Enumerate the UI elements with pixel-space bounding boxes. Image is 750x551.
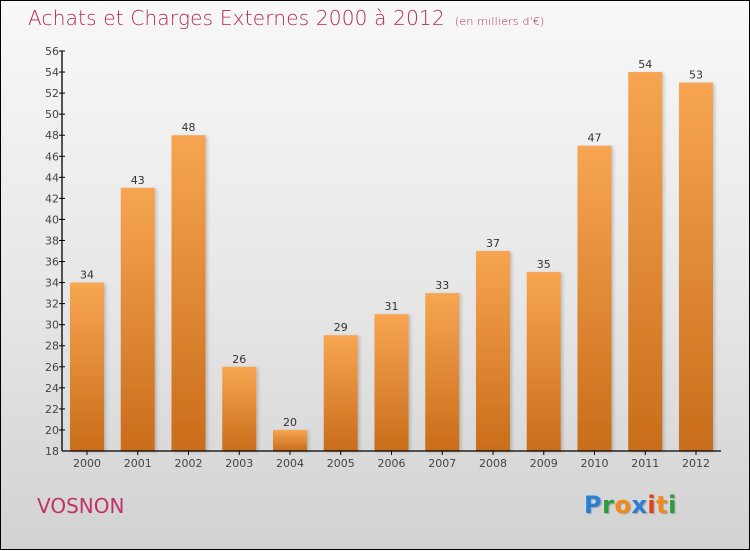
logo-letter: r <box>602 491 615 519</box>
x-tick-label-2009: 2009 <box>530 457 558 470</box>
y-tick-label: 36 <box>45 256 59 269</box>
y-tick-label: 22 <box>45 403 59 416</box>
y-tick-label: 18 <box>45 445 59 458</box>
y-tick-label: 32 <box>45 298 59 311</box>
data-label-2002: 48 <box>182 121 196 134</box>
y-tick-label: 44 <box>45 171 59 184</box>
y-tick-label: 52 <box>45 87 59 100</box>
data-label-2000: 34 <box>80 269 94 282</box>
logo-letter: P <box>584 491 603 519</box>
x-tick-label-2002: 2002 <box>175 457 203 470</box>
y-tick-label: 38 <box>45 234 59 247</box>
data-label-2010: 47 <box>588 132 602 145</box>
y-tick-label: 40 <box>45 213 59 226</box>
x-tick-label-2006: 2006 <box>378 457 406 470</box>
x-tick-label-2004: 2004 <box>276 457 304 470</box>
bar-2001 <box>120 187 155 451</box>
data-label-2006: 31 <box>385 300 399 313</box>
data-label-2008: 37 <box>486 237 500 250</box>
y-tick-label: 24 <box>45 382 59 395</box>
logo-letter: x <box>631 491 648 519</box>
y-tick-label: 48 <box>45 129 59 142</box>
x-tick-label-2005: 2005 <box>327 457 355 470</box>
bar-2006 <box>374 314 409 451</box>
y-tick-label: 46 <box>45 150 59 163</box>
chart-title-text: Achats et Charges Externes 2000 à 2012 <box>28 6 445 30</box>
y-tick-label: 26 <box>45 361 59 374</box>
y-tick-label: 34 <box>45 277 59 290</box>
y-tick-label: 50 <box>45 108 59 121</box>
y-tick-label: 42 <box>45 192 59 205</box>
bars-group <box>70 72 713 452</box>
bar-2012 <box>679 82 713 451</box>
bar-2002 <box>171 135 206 452</box>
logo-letter: i <box>668 491 677 519</box>
data-label-2012: 53 <box>689 69 703 82</box>
logo-letter: t <box>656 491 669 519</box>
data-label-2005: 29 <box>334 321 348 334</box>
x-tick-label-2012: 2012 <box>682 457 710 470</box>
bar-2000 <box>70 282 104 451</box>
proxiti-logo[interactable]: Proxiti <box>584 491 677 519</box>
y-axis: 18 20 22 24 26 28 30 32 34 36 38 40 42 44 46 48 50 52 54 56 <box>45 45 65 458</box>
x-tick-label-2011: 2011 <box>631 457 659 470</box>
bar-2007 <box>425 293 460 451</box>
logo-letter: i <box>647 491 657 519</box>
bar-2008 <box>476 251 510 451</box>
x-tick-label-2000: 2000 <box>73 457 101 470</box>
bar-2003 <box>222 366 257 451</box>
x-tick-label-2001: 2001 <box>124 457 152 470</box>
x-tick-label-2010: 2010 <box>581 457 609 470</box>
data-label-2001: 43 <box>131 174 145 187</box>
y-tick-label: 28 <box>45 340 59 353</box>
bar-2009 <box>526 272 561 451</box>
x-tick-label-2007: 2007 <box>428 457 456 470</box>
chart-unit: (en milliers d'€) <box>454 15 545 28</box>
x-tick-label-2008: 2008 <box>479 457 507 470</box>
logo-letter: o <box>614 491 632 519</box>
data-label-2009: 35 <box>537 258 551 271</box>
bar-2011 <box>628 72 663 451</box>
chart-title: Achats et Charges Externes 2000 à 2012 (e… <box>28 6 545 30</box>
commune-name: VOSNON <box>37 494 125 518</box>
bar-2005 <box>323 335 358 451</box>
data-label-2007: 33 <box>435 279 449 292</box>
data-label-2011: 54 <box>638 58 652 71</box>
y-tick-label: 54 <box>45 66 59 79</box>
data-labels-group: 34 43 48 26 20 29 31 33 37 35 47 54 53 <box>80 58 703 429</box>
x-tick-label-2003: 2003 <box>225 457 253 470</box>
y-tick-label: 56 <box>45 45 59 58</box>
data-label-2004: 20 <box>283 416 297 429</box>
y-tick-label: 20 <box>45 424 59 437</box>
x-axis: 2000 2001 2002 2003 2004 2005 2006 2007 2008 2009… <box>62 450 721 470</box>
bar-2010 <box>577 145 612 451</box>
data-label-2003: 26 <box>232 353 246 366</box>
bar-2004 <box>273 429 307 451</box>
y-tick-label: 30 <box>45 319 59 332</box>
